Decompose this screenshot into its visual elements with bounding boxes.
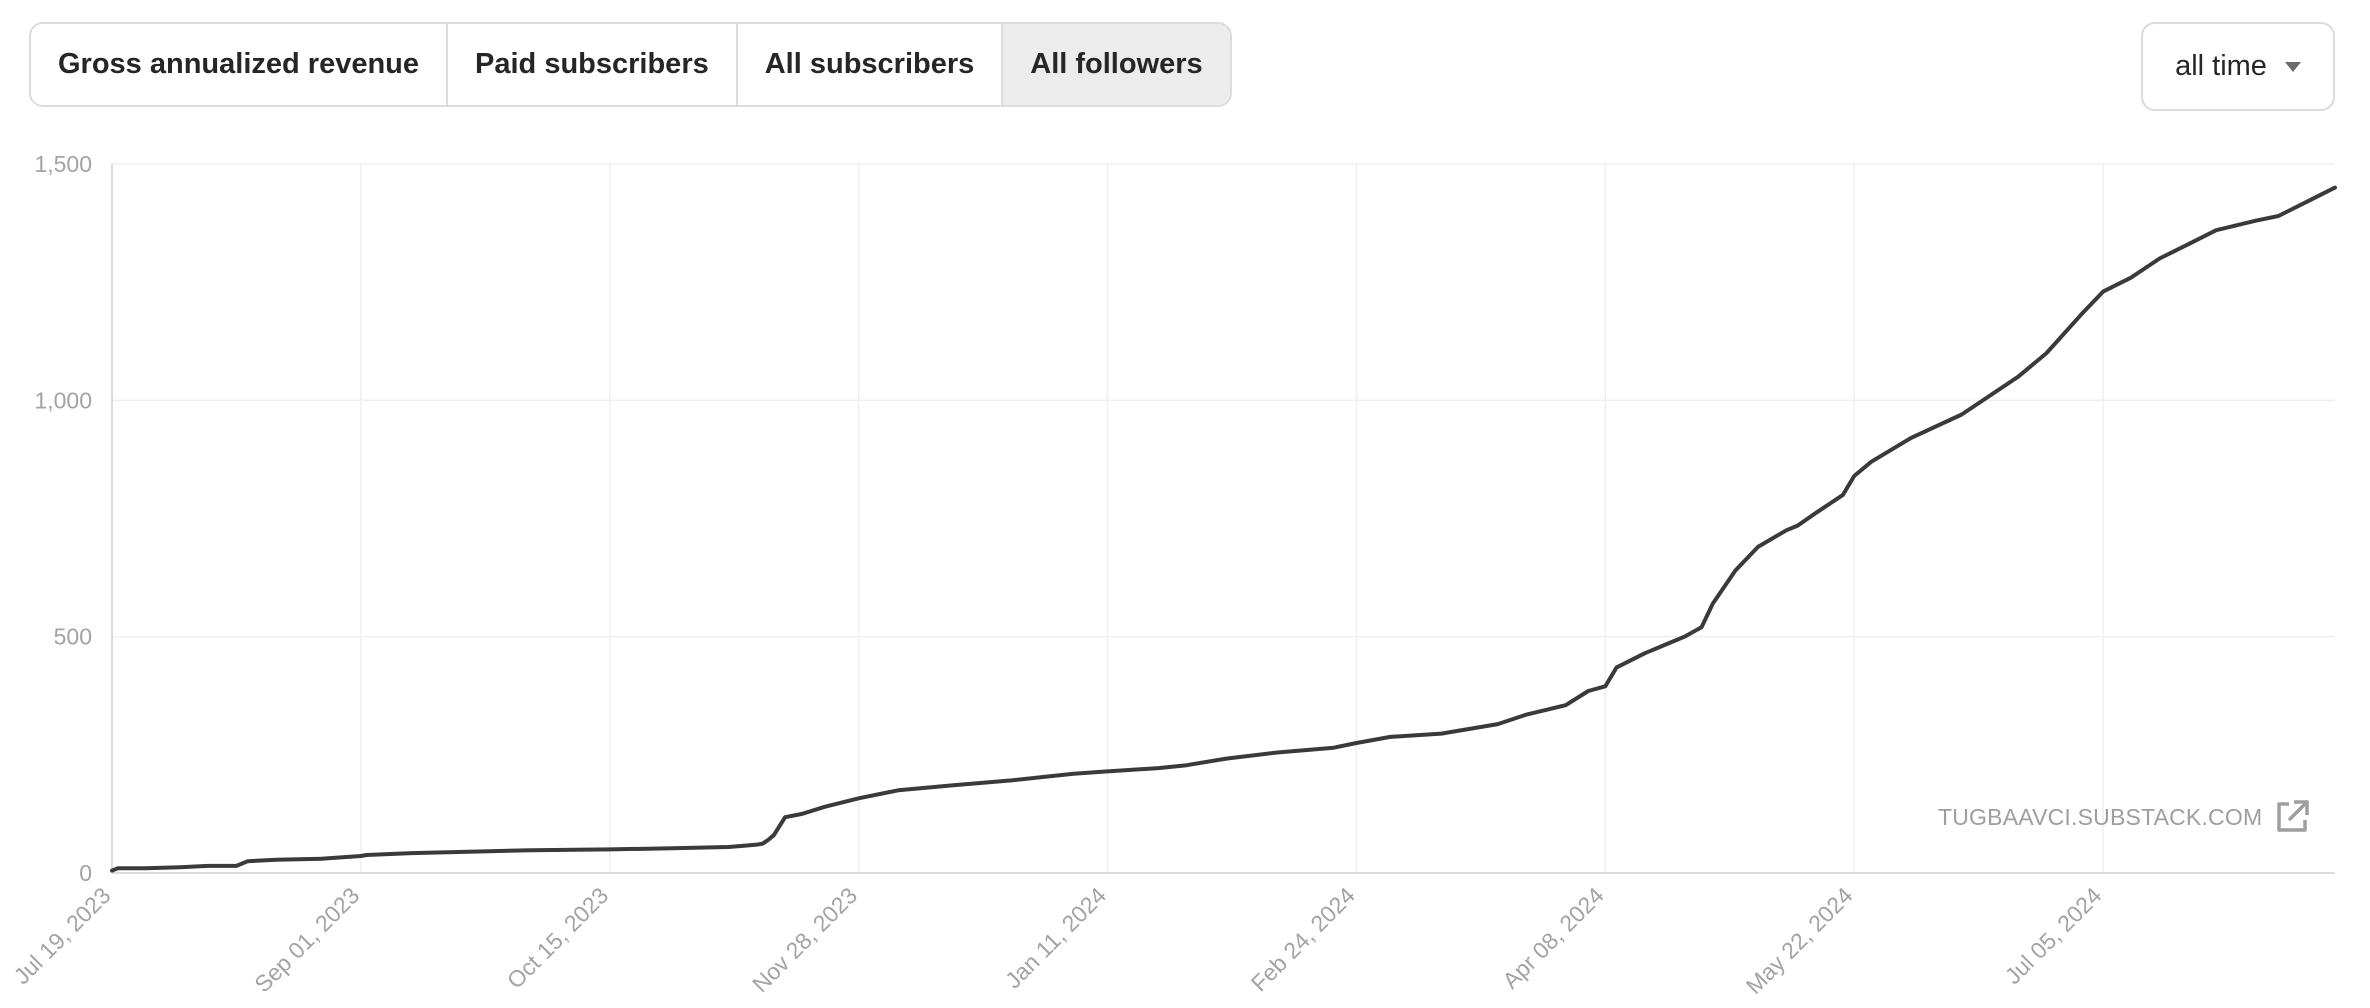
external-link-icon [2277,800,2310,832]
caret-down-icon [2284,61,2301,72]
watermark-text: TUGBAAVCI.SUBSTACK.COM [1938,803,2263,830]
chart-axes [111,164,2335,874]
series-layer [110,185,2337,873]
x-tick-label: Apr 08, 2024 [1497,882,1609,994]
x-tick-label: Jul 05, 2024 [2000,882,2107,989]
x-tick-label: Feb 24, 2024 [1246,882,1360,996]
tab-all-followers[interactable]: All followers [1003,24,1230,105]
tab-all-subscribers[interactable]: All subscribers [737,24,1004,105]
y-tick-label: 0 [79,860,92,886]
y-axis-ticks: 0 500 1,000 1,500 [34,151,92,886]
x-tick-label: May 22, 2024 [1741,882,1858,999]
x-axis-ticks: Jul 19, 2023 Sep 01, 2023 Oct 15, 2023 Nov … [9,882,2107,999]
series-line-all-followers [110,185,2337,873]
time-range-label: all time [2175,50,2267,82]
x-tick-label: Nov 28, 2023 [747,882,862,997]
time-range-dropdown[interactable]: all time [2141,22,2335,111]
x-tick-label: Sep 01, 2023 [249,882,364,997]
y-tick-label: 1,000 [34,387,92,413]
y-tick-label: 1,500 [34,151,92,177]
publication-watermark[interactable]: TUGBAAVCI.SUBSTACK.COM [1938,797,2312,837]
x-tick-label: Jan 11, 2024 [1000,882,1111,993]
chart-grid [112,163,2335,873]
tab-paid-subscribers[interactable]: Paid subscribers [448,24,738,105]
tab-gross-annualized-revenue[interactable]: Gross annualized revenue [31,24,449,105]
x-tick-label: Jul 19, 2023 [9,882,116,989]
metric-tabs: Gross annualized revenue Paid subscriber… [29,22,1232,107]
x-tick-label: Oct 15, 2023 [502,882,614,994]
y-tick-label: 500 [54,624,92,650]
